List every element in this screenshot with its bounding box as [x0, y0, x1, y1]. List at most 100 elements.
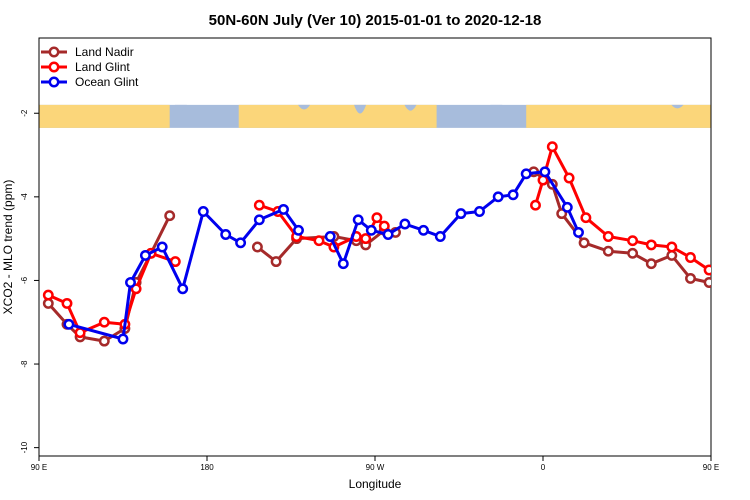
- data-point: [507, 189, 519, 201]
- data-point: [235, 237, 247, 249]
- data-point: [324, 231, 336, 242]
- legend-swatch-marker: [48, 61, 60, 73]
- data-point: [602, 231, 614, 242]
- data-point: [42, 289, 54, 301]
- data-point: [685, 252, 696, 263]
- data-point: [365, 224, 377, 236]
- data-point: [474, 206, 485, 217]
- data-point: [117, 333, 129, 345]
- data-point: [169, 256, 181, 268]
- data-point: [578, 237, 590, 249]
- data-point: [253, 214, 265, 226]
- data-point: [197, 206, 209, 217]
- y-axis-label: XCO2 - MLO trend (ppm): [1, 180, 15, 315]
- series-line: [328, 170, 580, 266]
- data-point: [371, 212, 383, 224]
- data-point: [645, 258, 657, 270]
- data-point: [627, 235, 639, 247]
- map-land-mass: [238, 104, 437, 128]
- legend-item-ocean-glint: Ocean Glint: [41, 75, 139, 89]
- data-point: [378, 220, 390, 232]
- data-point: [74, 327, 86, 339]
- x-tick-label: 180: [200, 463, 214, 472]
- data-point: [177, 283, 189, 295]
- data-point: [270, 256, 282, 268]
- data-point: [382, 229, 394, 240]
- y-tick-label: -10: [20, 441, 29, 453]
- legend-label: Land Nadir: [75, 45, 134, 59]
- legend-swatch-marker: [48, 76, 60, 88]
- data-point: [722, 299, 730, 307]
- x-tick-label: 90 E: [703, 463, 719, 472]
- data-point: [399, 218, 411, 230]
- chart-title: 50N-60N July (Ver 10) 2015-01-01 to 2020…: [209, 12, 542, 29]
- map-land-mass: [39, 104, 170, 128]
- map-inlet: [174, 104, 187, 112]
- map-inlet: [354, 104, 367, 114]
- data-point: [703, 264, 711, 276]
- data-point: [546, 141, 558, 153]
- data-point: [537, 174, 549, 186]
- data-point: [645, 239, 657, 251]
- legend-label: Land Glint: [75, 60, 130, 74]
- data-point: [156, 241, 168, 253]
- map-inlet: [671, 104, 684, 109]
- y-tick-label: -8: [20, 360, 29, 368]
- world-map-band: [39, 104, 711, 128]
- data-point: [703, 277, 711, 288]
- data-point: [130, 283, 142, 295]
- legend-item-land-nadir: Land Nadir: [41, 45, 134, 59]
- series-ocean-glint: [63, 166, 584, 345]
- data-point: [125, 277, 136, 288]
- data-point: [685, 272, 696, 284]
- data-point: [602, 245, 614, 257]
- series-layer: [42, 141, 748, 347]
- data-point: [580, 212, 592, 224]
- data-point: [98, 335, 110, 347]
- axes-ticks: -2 -4 -6 -8 -10 90 E 180 90 W 0 90 E: [20, 109, 719, 472]
- data-point: [556, 208, 568, 220]
- map-inlet: [404, 104, 417, 111]
- map-band-land: [39, 104, 711, 128]
- map-inlet: [490, 104, 503, 109]
- data-point: [740, 299, 748, 307]
- x-tick-label: 0: [541, 463, 546, 472]
- x-axis-label: Longitude: [349, 477, 402, 491]
- series-line: [532, 170, 711, 288]
- data-point: [627, 247, 639, 259]
- y-tick-label: -6: [20, 276, 29, 284]
- data-point: [666, 241, 678, 253]
- data-point: [220, 229, 232, 240]
- y-tick-label: -4: [20, 193, 29, 201]
- data-point: [530, 199, 541, 211]
- series-land-glint: [42, 141, 748, 339]
- data-point: [98, 316, 110, 328]
- data-point: [360, 233, 372, 245]
- data-point: [539, 166, 551, 178]
- data-point: [666, 249, 678, 261]
- data-point: [63, 318, 75, 330]
- data-point: [455, 208, 467, 220]
- data-point: [492, 191, 504, 203]
- x-tick-label: 90 W: [366, 463, 385, 472]
- map-land-mass: [526, 104, 711, 128]
- data-point: [337, 258, 349, 270]
- legend-swatch-marker: [48, 46, 60, 58]
- y-tick-label: -2: [20, 109, 29, 117]
- data-point: [313, 235, 325, 247]
- data-point: [251, 241, 263, 253]
- data-point: [573, 226, 584, 238]
- data-point: [418, 224, 429, 236]
- data-point: [278, 203, 289, 215]
- data-point: [561, 201, 573, 213]
- data-point: [520, 168, 532, 180]
- data-point: [434, 231, 446, 242]
- legend-item-land-glint: Land Glint: [41, 60, 130, 74]
- x-tick-label: 90 E: [31, 463, 47, 472]
- data-point: [164, 210, 176, 222]
- legend-label: Ocean Glint: [75, 75, 139, 89]
- data-point: [563, 172, 575, 184]
- data-point: [722, 291, 730, 299]
- data-point: [352, 214, 364, 226]
